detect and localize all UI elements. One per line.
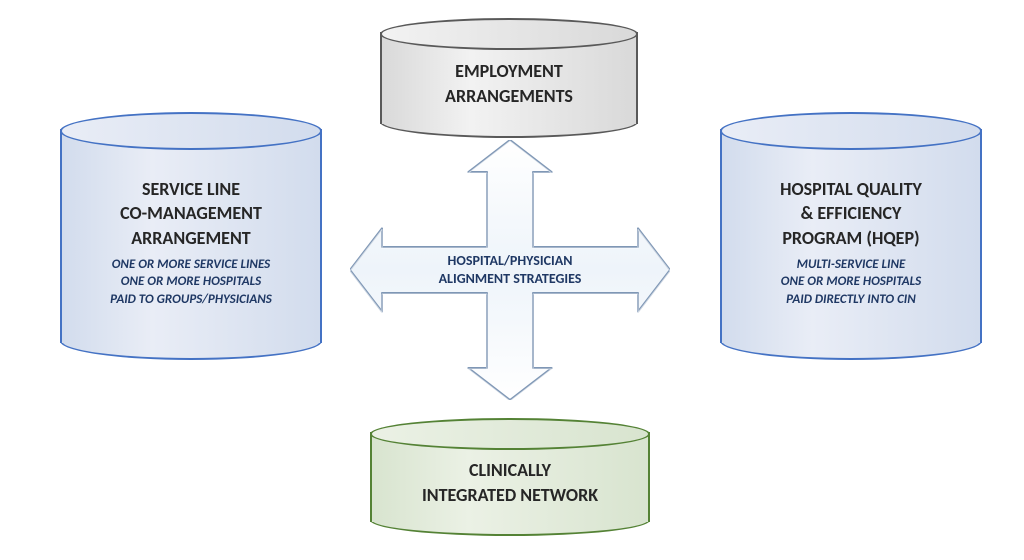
center-label-line2: ALIGNMENT STRATEGIES [439, 270, 582, 287]
center-label: HOSPITAL/PHYSICIAN ALIGNMENT STRATEGIES [410, 252, 610, 287]
cylinder-left: SERVICE LINECO-MANAGEMENTARRANGEMENT ONE… [60, 112, 322, 360]
cylinder-bottom-top-ellipse [370, 418, 650, 450]
cylinder-top: EMPLOYMENTARRANGEMENTS [380, 18, 638, 138]
cylinder-left-label: SERVICE LINECO-MANAGEMENTARRANGEMENT ONE… [96, 177, 286, 309]
cylinder-left-top-ellipse [60, 112, 322, 150]
cylinder-bottom-label: CLINICALLYINTEGRATED NETWORK [408, 458, 612, 507]
cylinder-right-top-ellipse [720, 112, 982, 150]
center-label-line1: HOSPITAL/PHYSICIAN [448, 252, 573, 269]
cylinder-bottom: CLINICALLYINTEGRATED NETWORK [370, 418, 650, 536]
cylinder-top-top-ellipse [380, 18, 638, 50]
cylinder-top-label: EMPLOYMENTARRANGEMENTS [431, 59, 587, 108]
diagram-stage: EMPLOYMENTARRANGEMENTS CLINICALLYINTEGRA… [0, 0, 1024, 560]
cylinder-right-label: HOSPITAL QUALITY& EFFICIENCYPROGRAM (HQE… [766, 177, 936, 309]
cylinder-right: HOSPITAL QUALITY& EFFICIENCYPROGRAM (HQE… [720, 112, 982, 360]
